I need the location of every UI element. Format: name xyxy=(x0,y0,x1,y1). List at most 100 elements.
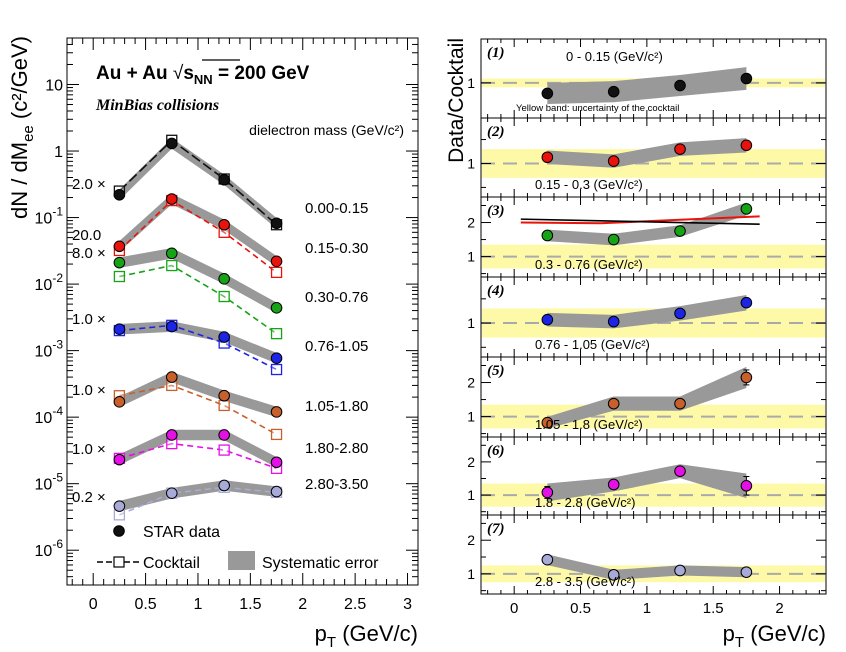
ratio-point xyxy=(674,307,686,320)
sqrt-sign: √ xyxy=(173,63,184,84)
y-tick-label: 1 xyxy=(467,315,475,331)
syst-band-2 xyxy=(119,248,277,314)
panel-tag: (7) xyxy=(487,521,505,537)
data-point xyxy=(218,389,230,402)
x-tick-label: 1.5 xyxy=(703,600,724,617)
xlabel-main: p xyxy=(315,621,327,646)
scale-label: 1.0 × xyxy=(72,382,106,399)
mass-bin-label: 1.80-2.80 xyxy=(305,440,368,457)
ylabel-sub: ee xyxy=(20,125,37,142)
ratio-point xyxy=(674,564,686,577)
scale-label: 0.2 × xyxy=(72,489,106,506)
syst-band-5 xyxy=(119,429,277,468)
ratio-point xyxy=(541,486,554,499)
ylabel-main: dN / dM xyxy=(7,142,32,219)
panel-mass-label: 0.15 - 0.3 (GeV/c²) xyxy=(535,177,643,192)
data-point xyxy=(218,479,230,492)
cocktail-point xyxy=(218,399,230,412)
x-tick-label: 1.5 xyxy=(239,596,261,613)
data-point xyxy=(218,173,230,186)
x-axis-label: pT (GeV/c) xyxy=(315,621,418,651)
y-tick-label: 2 xyxy=(467,454,475,470)
xlabel-unit: (GeV/c) xyxy=(744,621,826,646)
ratio-point xyxy=(674,465,686,477)
data-point xyxy=(270,485,283,498)
ratio-point xyxy=(541,553,554,566)
cocktail-uncertainty-band xyxy=(482,244,825,269)
tick-base: 10 xyxy=(35,477,53,494)
ratio-point xyxy=(674,143,686,155)
plot-frame xyxy=(66,37,419,586)
data-point xyxy=(270,302,283,314)
y-tick-label: 10-6 xyxy=(35,537,64,560)
mass-header: dielectron mass (GeV/c²) xyxy=(249,122,404,138)
xlabel-main: p xyxy=(723,621,735,646)
model-line-black xyxy=(520,218,760,226)
minbias-label: MinBias collisions xyxy=(95,97,219,114)
y-tick-label: 2 xyxy=(467,375,475,391)
syst-band xyxy=(547,366,747,429)
ratio-point xyxy=(740,371,753,384)
tick-base: 10 xyxy=(35,543,53,560)
system-label: Au + Au xyxy=(96,63,173,84)
ratio-point xyxy=(541,229,554,242)
band-note: Yellow band: uncertainty of the cocktail xyxy=(516,103,679,114)
ratio-point xyxy=(607,315,620,328)
data-point xyxy=(270,352,283,364)
x-tick-label: 0 xyxy=(89,596,98,613)
data-point xyxy=(113,323,126,335)
data-point xyxy=(218,218,230,231)
y-tick-label: 10-5 xyxy=(35,471,64,494)
data-point xyxy=(113,500,126,512)
scale-label: 20.0 xyxy=(72,227,101,244)
tick-exp: -5 xyxy=(52,471,63,485)
syst-band-3 xyxy=(119,321,277,364)
data-point xyxy=(165,193,178,205)
data-point xyxy=(218,331,230,343)
syst-band-4 xyxy=(119,371,277,418)
tick-exp: -6 xyxy=(52,537,63,551)
ratio-point xyxy=(607,569,620,581)
syst-band xyxy=(547,138,747,168)
cocktail-point xyxy=(270,363,283,376)
panel-mass-label: 0.76 - 1.05 (GeV/c²) xyxy=(535,337,650,352)
panel-tag: (4) xyxy=(487,283,505,299)
xlabel-sub: T xyxy=(735,634,744,651)
tick-base: 10 xyxy=(35,344,53,361)
mass-bin-label: 0.30-0.76 xyxy=(305,289,368,306)
x-tick-label: 1 xyxy=(194,596,203,613)
data-point xyxy=(270,456,283,469)
y-tick-label: 1 xyxy=(54,144,63,161)
tick-exp: -1 xyxy=(52,205,63,219)
cocktail-line-0 xyxy=(118,139,278,226)
cocktail-line-1 xyxy=(118,199,278,274)
y-tick-label: 1 xyxy=(467,487,475,503)
ylabel-unit: (c²/GeV) xyxy=(7,36,32,125)
syst-band-6 xyxy=(119,480,277,512)
data-point xyxy=(218,273,230,285)
y-tick-label: 10-2 xyxy=(35,271,64,294)
cocktail-line-3 xyxy=(119,324,277,371)
y-tick-label: 1 xyxy=(467,155,475,171)
ratio-panel-4: 1 (4) 0.76 - 1.05 (GeV/c²) xyxy=(467,276,827,358)
panel-mass-label: 0 - 0.15 (GeV/c²) xyxy=(566,49,663,64)
ratio-panel-3: 1 2 (3) 0.3 - 0.76 (GeV/c²) xyxy=(467,196,827,278)
syst-band xyxy=(547,464,747,502)
y-tick-label: 1 xyxy=(467,75,475,91)
legend-cocktail-label: Cocktail xyxy=(143,555,200,572)
legend-data-label: STAR data xyxy=(143,524,220,541)
cocktail-line-6 xyxy=(119,486,277,516)
y-tick-label: 2 xyxy=(467,532,475,548)
ratio-point xyxy=(607,155,620,167)
right-ratio-panels: 1 (1) 0 - 0.15 (GeV/c²) 1 (2) 0.15 - 0.3 (GeV… xyxy=(445,38,827,651)
scale-label: 2.0 × xyxy=(72,176,106,193)
scale-label: 1.0 × xyxy=(72,441,106,458)
mass-bin-label: 2.80-3.50 xyxy=(305,476,368,493)
y-axis-label: Data/Cocktail xyxy=(445,38,468,163)
mass-bin-label: 1.05-1.80 xyxy=(305,398,368,415)
data-point xyxy=(113,256,126,269)
energy-sym: s xyxy=(183,63,194,84)
ratio-point xyxy=(607,233,620,246)
ratio-point xyxy=(740,72,753,85)
